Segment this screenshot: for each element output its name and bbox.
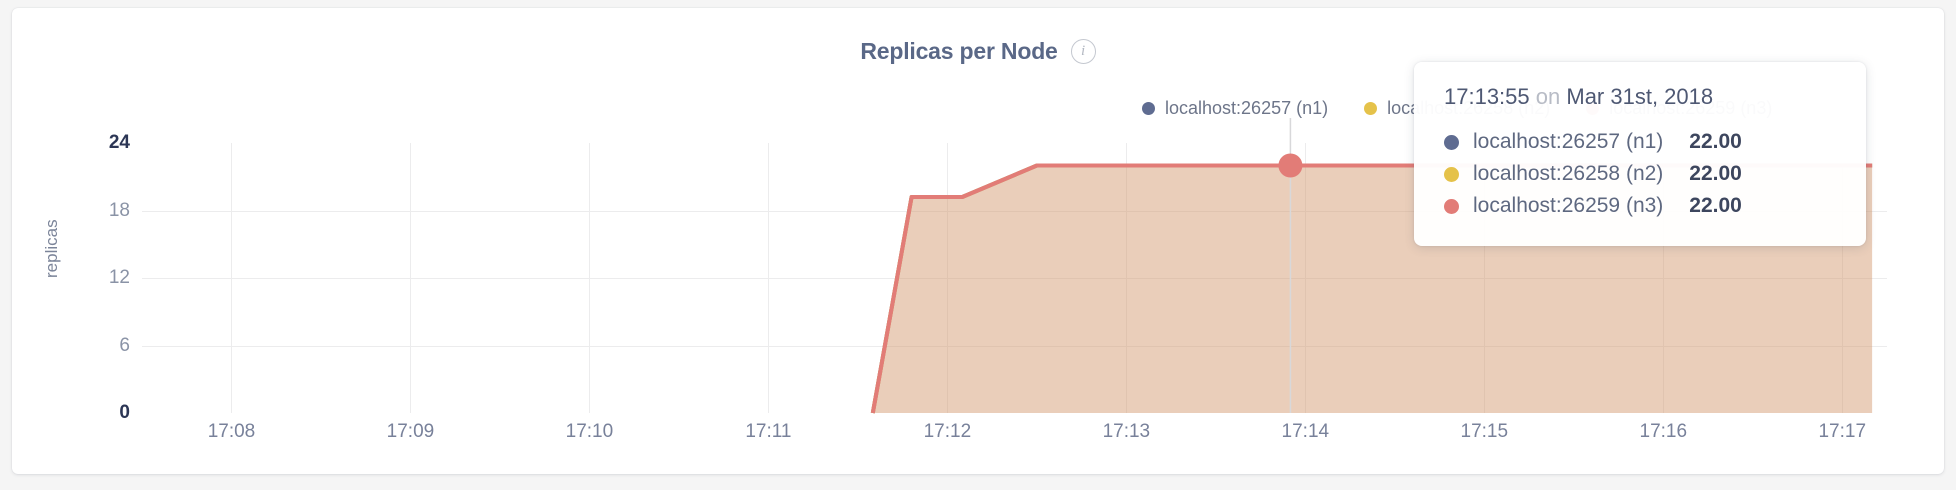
x-axis-tick-label: 17:12 — [923, 421, 972, 442]
tooltip-time: 17:13:55 — [1444, 84, 1530, 109]
gridline-vertical — [231, 143, 233, 413]
y-axis-tick-label: 6 — [119, 334, 130, 356]
gridline-horizontal — [142, 278, 1887, 279]
info-icon[interactable]: i — [1070, 39, 1096, 64]
gridline-horizontal — [142, 345, 1887, 347]
tooltip-series-dot-icon — [1444, 166, 1459, 182]
tooltip-series-name: localhost:26258 (n2) — [1473, 162, 1664, 185]
x-axis-tick-label: 17:09 — [386, 421, 435, 442]
gridline-vertical — [1126, 143, 1128, 413]
highlighted-data-point[interactable] — [1278, 153, 1303, 178]
tooltip-series-value: 22.00 — [1689, 194, 1742, 217]
tooltip-on-word: on — [1535, 84, 1561, 109]
gridline-vertical — [1663, 143, 1665, 413]
x-axis-tick-label: 17:13 — [1102, 421, 1151, 442]
tooltip-rows: localhost:26257 (n1) 22.00 localhost:26258… — [1444, 126, 1836, 222]
y-axis-tick-label: 24 — [108, 132, 130, 153]
gridline-vertical — [947, 143, 949, 413]
tooltip-series-value: 22.00 — [1689, 162, 1742, 185]
series-line[interactable] — [873, 166, 1872, 414]
x-axis-tick-label: 17:11 — [745, 421, 792, 442]
x-axis-tick-label: 17:16 — [1639, 421, 1688, 442]
tooltip-date: Mar 31st, 2018 — [1566, 84, 1714, 109]
y-axis-tick-label: 12 — [108, 267, 130, 288]
gridline-vertical — [768, 143, 770, 413]
tooltip-row-3: localhost:26259 (n3) 22.00 — [1444, 190, 1836, 222]
tooltip-series-value: 22.00 — [1689, 130, 1742, 153]
x-axis-tick-label: 17:10 — [565, 421, 614, 442]
gridline-vertical — [589, 143, 591, 413]
y-axis-tick-label: 18 — [108, 199, 130, 221]
chart-card: Replicas per Node i replicas 0 6 12 18 24 17… — [12, 8, 1944, 474]
y-axis-tick-label: 0 — [119, 402, 130, 423]
x-axis-tick-label: 17:17 — [1818, 421, 1867, 442]
legend-swatch-icon — [1142, 102, 1155, 115]
tooltip-row-2: localhost:26258 (n2) 22.00 — [1444, 158, 1836, 190]
legend-swatch-icon — [1364, 102, 1378, 115]
tooltip-row-1: localhost:26257 (n1) 22.00 — [1444, 126, 1836, 158]
legend-item-label: localhost:26257 (n1) — [1165, 98, 1329, 118]
tooltip-series-dot-icon — [1444, 198, 1459, 214]
tooltip-header: 17:13:55 on Mar 31st, 2018 — [1444, 84, 1836, 110]
gridline-vertical — [1842, 143, 1844, 413]
tooltip-series-dot-icon — [1444, 134, 1459, 150]
chart-tooltip: 17:13:55 on Mar 31st, 2018 localhost:262… — [1414, 62, 1866, 246]
gridline-vertical — [1305, 143, 1307, 413]
page-title: Replicas per Node — [860, 38, 1058, 64]
gridline-vertical — [1484, 143, 1486, 413]
x-axis-tick-label: 17:15 — [1460, 421, 1509, 442]
legend-item-1[interactable]: localhost:26257 (n1) — [1142, 98, 1328, 119]
x-axis-tick-label: 17:14 — [1281, 421, 1330, 442]
tooltip-series-name: localhost:26259 (n3) — [1473, 194, 1664, 217]
x-axis-tick-label: 17:08 — [207, 421, 256, 442]
tooltip-series-name: localhost:26257 (n1) — [1473, 130, 1664, 153]
gridline-vertical — [410, 143, 412, 413]
chart-header: Replicas per Node i — [12, 38, 1944, 65]
gridline-horizontal — [142, 210, 1887, 212]
